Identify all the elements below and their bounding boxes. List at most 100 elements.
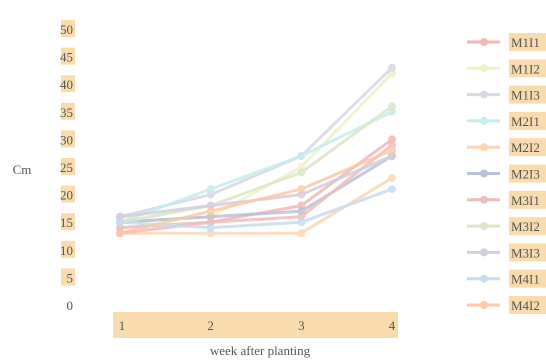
y-tick-highlight [61,185,75,203]
legend-marker [480,169,488,178]
legend-marker [480,222,488,231]
y-tick-label: 15 [60,215,73,230]
x-tick-label: 2 [207,318,214,333]
legend-item: M3I3 [467,243,546,262]
x-tick-label: 4 [389,318,396,333]
legend-label-highlight [509,138,546,157]
data-point [388,140,396,149]
data-point [388,146,396,155]
plot-area [116,63,396,238]
y-tick-highlight [61,158,75,175]
y-tick-highlight [61,75,75,93]
y-tick-label: 20 [60,188,73,203]
legend-marker [480,195,488,204]
data-point [297,207,306,216]
data-point [206,185,215,194]
y-tick-highlight [61,47,75,65]
y-tick-label: 0 [67,298,74,313]
legend: M1I1 M1I2 M1I3 M2I1 M2I2 M2I3 M3I1 M3I2 M3I3 M4I1… [467,33,546,314]
y-tick-label: 40 [60,77,73,92]
series-line [119,110,393,224]
series-line [119,143,393,235]
data-point [388,107,396,116]
x-tick-label: 1 [119,318,126,333]
data-point [388,174,396,183]
legend-label-highlight [509,269,546,288]
x-tick-label: 3 [298,318,305,333]
data-point [388,102,396,111]
legend-label-highlight [509,296,546,314]
y-tick-highlight [61,20,75,37]
data-point [297,229,306,238]
data-point [297,201,306,210]
legend-marker [480,143,488,152]
legend-label-highlight [509,243,546,262]
data-point [388,185,396,194]
data-point [388,135,396,144]
y-tick-label: 35 [60,105,73,120]
series-line [119,66,394,219]
data-point [297,190,306,199]
series-line [119,105,393,224]
legend-item: M4I1 [467,269,546,288]
data-point [206,223,215,232]
legend-marker [480,64,488,73]
data-point [297,163,306,171]
legend-label: M4I1 [511,272,540,287]
x-axis-band-rect [113,312,398,338]
legend-label-highlight [509,190,546,209]
series-M1I3 [116,63,396,221]
legend-item: M2I3 [467,164,546,183]
legend-label-highlight [509,59,546,78]
y-axis: 0 5 10 15 20 25 30 35 40 45 50 [60,20,75,313]
data-point [206,218,215,227]
legend-item: M2I1 [467,111,546,130]
legend-label: M2I3 [511,167,540,182]
series-line [119,187,393,230]
series-M4I2 [116,146,396,238]
y-tick-label: 50 [60,22,73,37]
legend-label-highlight [509,111,546,130]
series-M3I3 [116,151,396,221]
legend-label-highlight [509,33,546,51]
legend-item: M1I2 [467,59,546,78]
y-tick-label: 30 [60,132,73,147]
y-axis-title: Cm [13,162,32,177]
y-tick-label: 45 [60,50,73,65]
legend-label: M1I2 [511,61,540,76]
data-point [297,151,306,160]
legend-label: M3I1 [511,193,540,208]
series-line [119,154,393,224]
legend-marker [480,116,488,125]
data-point [116,229,124,238]
data-point [206,190,215,199]
y-tick-label: 25 [60,160,73,175]
legend-item: M4I2 [467,296,546,314]
legend-item: M3I1 [467,190,546,209]
legend-label-highlight [509,164,546,183]
legend-item: M1I1 [467,33,546,51]
data-point [206,207,215,216]
legend-marker [480,301,488,309]
series-M4I1 [116,185,396,232]
series-line [119,149,393,235]
data-point [116,223,124,232]
legend-marker [480,38,488,46]
data-point [206,229,215,238]
y-tick-label: 5 [67,270,74,285]
series-M1I1 [116,135,396,232]
data-point [297,168,306,177]
legend-label-highlight [509,217,546,236]
x-axis: 1 2 3 4 [119,318,396,333]
data-point [297,185,306,194]
y-tick-highlight [61,102,75,120]
legend-label-highlight [509,85,546,104]
y-tick-highlight [61,268,75,286]
legend-label: M1I1 [511,35,540,50]
data-point [388,63,396,72]
data-point [206,201,215,210]
legend-label: M4I2 [511,298,540,313]
y-tick-highlight [61,213,75,231]
legend-label: M3I2 [511,219,540,234]
data-point [297,212,306,221]
